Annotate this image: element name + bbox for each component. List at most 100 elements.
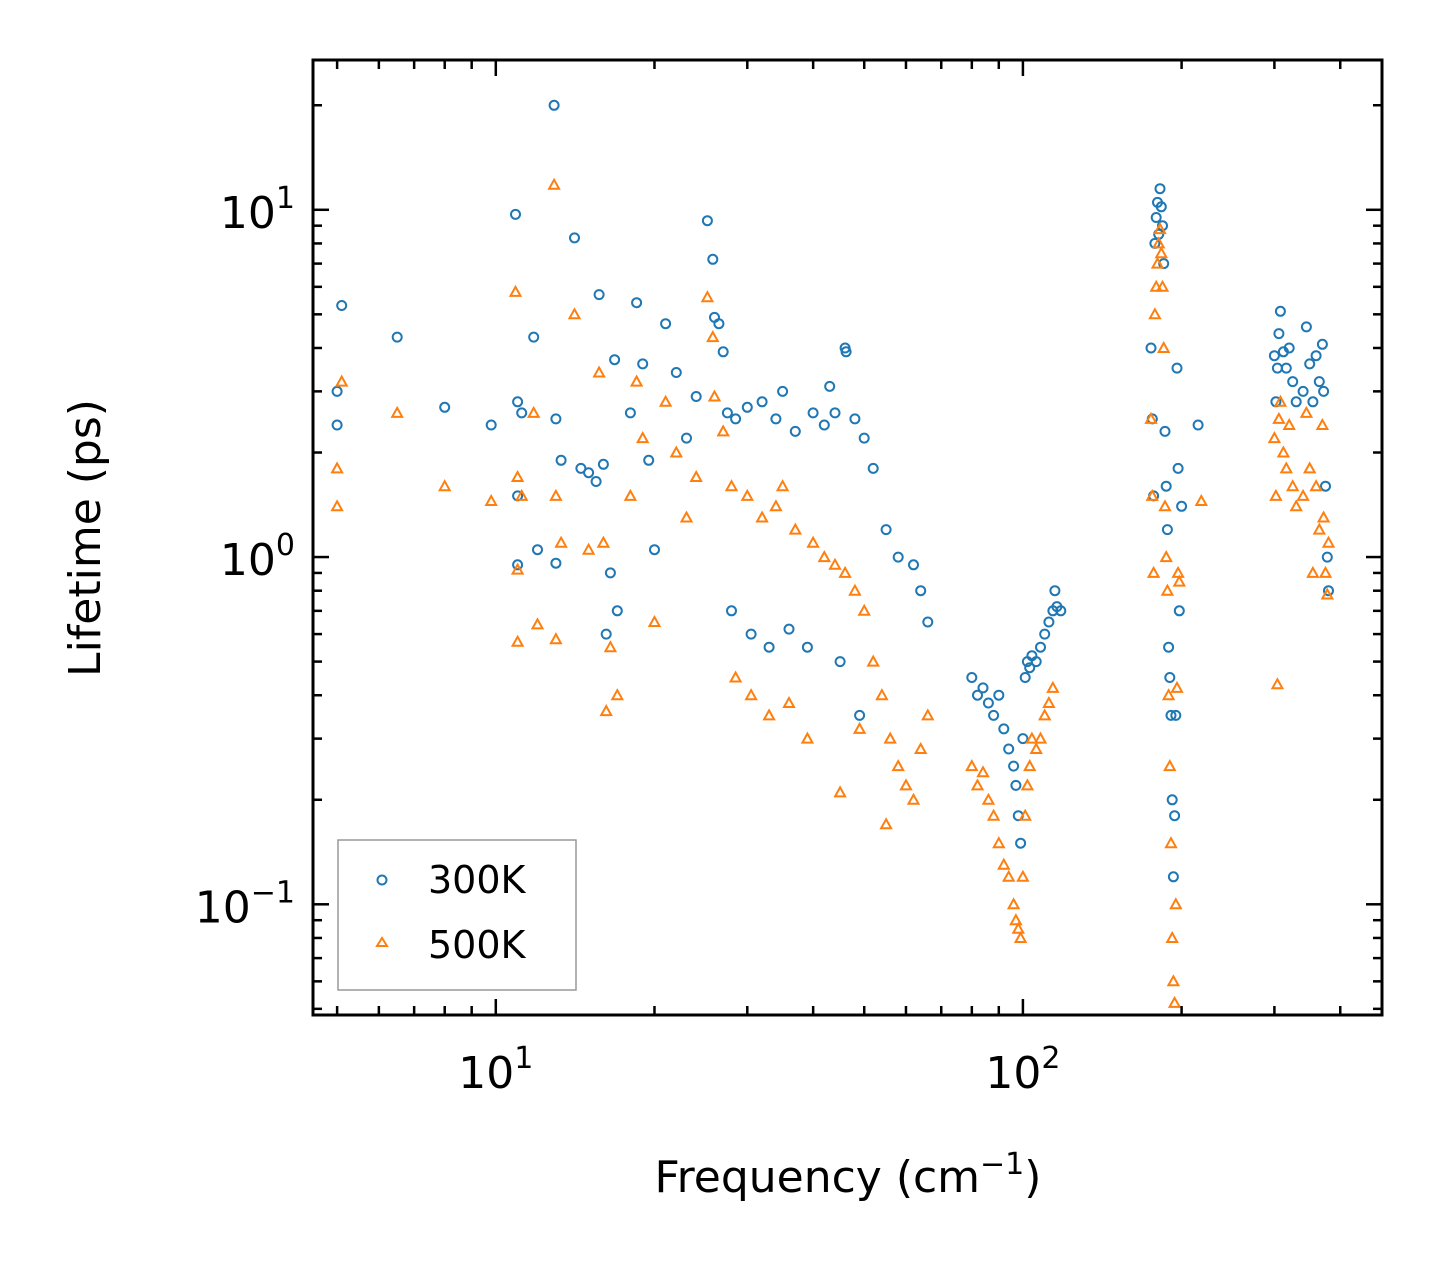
point-300k-46 — [777, 385, 789, 397]
point-500k-72 — [1006, 897, 1021, 910]
point-500k-86 — [1144, 411, 1158, 424]
point-300k-54 — [849, 413, 861, 425]
point-500k-22 — [603, 640, 618, 653]
point-500k-39 — [769, 499, 783, 512]
point-500k-78 — [1020, 778, 1035, 791]
point-300k-80 — [1015, 837, 1027, 849]
point-500k-41 — [788, 522, 802, 535]
y-tick-label-1: 100 — [220, 528, 295, 586]
point-300k-49 — [818, 419, 830, 431]
point-500k-90 — [1149, 279, 1163, 292]
point-500k-25 — [629, 374, 644, 387]
y-tick-labels: 101 100 10−1 — [195, 181, 295, 933]
point-300k-1 — [331, 419, 343, 431]
point-300k-82 — [1019, 672, 1031, 683]
point-500k-88 — [1146, 565, 1161, 578]
point-300k-127 — [1283, 342, 1295, 354]
legend-marker-300k — [376, 874, 388, 886]
point-500k-82 — [1033, 731, 1048, 744]
point-300k-137 — [1318, 385, 1330, 397]
point-300k-73 — [988, 709, 1000, 721]
point-500k-53 — [906, 792, 921, 805]
point-300k-68 — [854, 709, 866, 721]
point-500k-48 — [866, 654, 880, 667]
point-500k-42 — [806, 535, 820, 548]
point-300k-86 — [1030, 656, 1042, 668]
point-500k-69 — [992, 836, 1006, 849]
point-500k-12 — [530, 617, 545, 630]
point-300k-131 — [1300, 321, 1312, 333]
point-500k-23 — [610, 688, 624, 701]
point-500k-127 — [1315, 417, 1330, 430]
point-300k-101 — [1154, 183, 1166, 195]
point-300k-48 — [807, 407, 819, 419]
point-500k-79 — [1023, 759, 1037, 772]
point-500k-89 — [1148, 307, 1162, 320]
point-500k-99 — [1160, 583, 1175, 596]
point-500k-13 — [547, 177, 561, 190]
point-300k-116 — [1172, 462, 1184, 474]
point-300k-7 — [512, 396, 524, 408]
point-500k-70 — [997, 857, 1011, 870]
point-300k-30 — [643, 454, 655, 466]
point-500k-80 — [1025, 731, 1039, 744]
y-tick-label-0: 101 — [220, 181, 295, 239]
point-500k-75 — [1013, 930, 1028, 943]
point-500k-34 — [707, 389, 722, 402]
point-500k-52 — [899, 778, 913, 791]
point-500k-2 — [335, 374, 349, 387]
point-300k-24 — [604, 567, 616, 579]
data-markers — [330, 99, 1336, 1008]
point-500k-112 — [1269, 488, 1283, 501]
point-300k-9 — [512, 559, 524, 571]
point-300k-19 — [583, 467, 595, 479]
point-300k-128 — [1287, 376, 1299, 388]
point-500k-8 — [510, 562, 525, 575]
point-300k-28 — [631, 297, 643, 309]
point-300k-43 — [741, 401, 753, 413]
point-500k-102 — [1164, 836, 1178, 849]
point-300k-41 — [721, 407, 733, 419]
point-500k-73 — [1009, 913, 1023, 926]
point-300k-3 — [391, 331, 403, 343]
point-500k-85 — [1046, 680, 1060, 693]
point-500k-111 — [1267, 431, 1282, 444]
point-500k-109 — [1172, 574, 1186, 587]
point-500k-122 — [1299, 405, 1314, 418]
point-300k-76 — [1003, 743, 1015, 755]
y-tick-label-2: 10−1 — [195, 875, 295, 933]
point-300k-105 — [1159, 425, 1171, 437]
point-300k-53 — [840, 346, 852, 358]
x-tick-label-1: 102 — [985, 1041, 1060, 1099]
point-300k-17 — [569, 232, 580, 244]
point-500k-45 — [838, 565, 852, 578]
point-500k-5 — [484, 493, 498, 506]
legend-marker-500k — [375, 936, 389, 947]
point-500k-124 — [1306, 565, 1320, 578]
point-300k-11 — [528, 331, 540, 343]
point-300k-42 — [730, 413, 742, 425]
point-300k-32 — [660, 318, 672, 330]
point-300k-115 — [1171, 362, 1183, 374]
series-300k — [331, 99, 1334, 883]
point-500k-103 — [1165, 930, 1179, 943]
point-300k-132 — [1304, 358, 1316, 370]
point-300k-126 — [1280, 362, 1292, 374]
point-500k-49 — [875, 688, 889, 701]
point-300k-6 — [510, 208, 521, 220]
point-500k-68 — [986, 808, 1001, 821]
point-500k-66 — [976, 765, 990, 778]
point-500k-81 — [1029, 741, 1043, 754]
point-500k-24 — [623, 488, 638, 501]
point-500k-58 — [762, 708, 776, 721]
x-axis-label: Frequency (cm−1) — [655, 1147, 1042, 1203]
point-300k-67 — [834, 656, 846, 668]
point-500k-98 — [1159, 550, 1173, 563]
legend-box — [337, 839, 577, 991]
point-500k-15 — [549, 632, 563, 645]
point-500k-27 — [647, 614, 662, 627]
point-500k-31 — [689, 469, 703, 482]
point-500k-106 — [1169, 897, 1183, 910]
point-300k-58 — [892, 551, 904, 563]
point-300k-55 — [858, 432, 870, 444]
